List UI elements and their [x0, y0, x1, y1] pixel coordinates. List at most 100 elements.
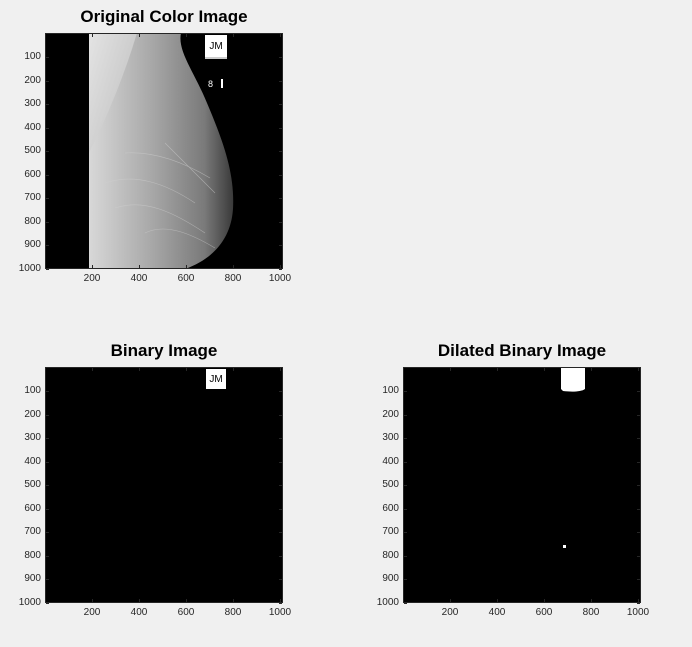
y-tick-label: 300	[24, 432, 41, 443]
y-tick-mark	[279, 391, 282, 392]
y-tick-label: 600	[24, 169, 41, 180]
x-tick-label: 1000	[626, 607, 650, 618]
x-tick-mark	[92, 368, 93, 371]
y-tick-label: 700	[24, 192, 41, 203]
x-tick-label: 400	[130, 273, 148, 284]
y-tick-mark	[637, 391, 640, 392]
y-tick-mark	[46, 485, 49, 486]
y-tick-label: 300	[382, 432, 399, 443]
y-tick-mark	[279, 579, 282, 580]
axes-original-image[interactable]: Original Color Image	[19, 7, 291, 284]
y-tick-mark	[46, 222, 49, 223]
x-tick-mark	[92, 265, 93, 268]
x-tick-label: 600	[177, 273, 195, 284]
x-tick-mark	[497, 368, 498, 371]
y-tick-mark	[279, 485, 282, 486]
y-tick-mark	[46, 128, 49, 129]
y-tick-mark	[404, 415, 407, 416]
y-tick-label: 900	[24, 573, 41, 584]
y-tick-label: 600	[382, 503, 399, 514]
y-tick-mark	[46, 462, 49, 463]
y-tick-label: 400	[24, 122, 41, 133]
y-tick-label: 300	[24, 98, 41, 109]
y-tick-label: 200	[24, 409, 41, 420]
x-tick-mark	[92, 34, 93, 37]
y-tick-mark	[46, 509, 49, 510]
y-tick-mark	[279, 245, 282, 246]
y-tick-mark	[637, 509, 640, 510]
x-tick-label: 800	[224, 607, 242, 618]
y-tick-label: 800	[382, 550, 399, 561]
x-tick-label: 200	[441, 607, 459, 618]
x-tick-mark	[233, 265, 234, 268]
y-tick-label: 1000	[18, 597, 41, 608]
x-tick-mark	[186, 265, 187, 268]
y-tick-mark	[46, 603, 49, 604]
x-tick-mark	[544, 368, 545, 371]
x-tick-mark	[139, 34, 140, 37]
y-tick-mark	[279, 104, 282, 105]
x-tick-label: 600	[535, 607, 553, 618]
x-tick-mark	[92, 599, 93, 602]
x-tick-label: 200	[83, 607, 101, 618]
y-tick-mark	[637, 462, 640, 463]
x-tick-mark	[544, 599, 545, 602]
x-tick-mark	[450, 599, 451, 602]
x-tick-mark	[280, 34, 281, 37]
label-jm-original: JM	[209, 41, 223, 52]
x-tick-mark	[280, 599, 281, 602]
image-binary	[45, 367, 283, 603]
x-tick-mark	[233, 599, 234, 602]
y-tick-mark	[279, 556, 282, 557]
y-tick-mark	[279, 222, 282, 223]
y-tick-label: 900	[382, 573, 399, 584]
y-tick-label: 100	[24, 385, 41, 396]
x-tick-label: 800	[224, 273, 242, 284]
x-tick-label: 1000	[268, 607, 292, 618]
y-tick-mark	[637, 579, 640, 580]
y-tick-mark	[46, 532, 49, 533]
x-tick-mark	[280, 265, 281, 268]
y-tick-label: 800	[24, 216, 41, 227]
y-tick-mark	[279, 603, 282, 604]
y-tick-mark	[279, 462, 282, 463]
y-tick-mark	[46, 556, 49, 557]
x-tick-mark	[280, 368, 281, 371]
x-tick-label: 800	[582, 607, 600, 618]
x-tick-label: 400	[488, 607, 506, 618]
y-tick-mark	[637, 603, 640, 604]
y-tick-label: 100	[382, 385, 399, 396]
y-tick-mark	[46, 198, 49, 199]
y-tick-mark	[279, 438, 282, 439]
x-tick-mark	[139, 368, 140, 371]
y-tick-mark	[404, 579, 407, 580]
image-dilated-binary	[403, 367, 641, 603]
y-tick-mark	[46, 175, 49, 176]
x-tick-label: 600	[177, 607, 195, 618]
y-tick-mark	[46, 391, 49, 392]
y-tick-mark	[279, 81, 282, 82]
marker-text-original: 8	[208, 79, 214, 89]
x-tick-mark	[139, 599, 140, 602]
y-tick-mark	[46, 81, 49, 82]
axes-binary-image[interactable]: Binary Image JM 100 200 300 400 500 600 700 800…	[19, 341, 291, 618]
y-tick-label: 700	[24, 526, 41, 537]
y-tick-mark	[46, 438, 49, 439]
x-tick-mark	[591, 368, 592, 371]
y-tick-mark	[279, 128, 282, 129]
x-tick-mark	[186, 368, 187, 371]
y-tick-label: 500	[24, 479, 41, 490]
y-tick-mark	[279, 269, 282, 270]
y-tick-label: 500	[24, 145, 41, 156]
axes-dilated-image[interactable]: Dilated Binary Image 100 200 300 400 500 600 7…	[377, 341, 649, 618]
y-tick-mark	[404, 438, 407, 439]
y-tick-mark	[46, 57, 49, 58]
y-tick-label: 1000	[18, 263, 41, 274]
x-tick-label: 1000	[268, 273, 292, 284]
y-tick-mark	[279, 415, 282, 416]
x-tick-mark	[233, 368, 234, 371]
y-tick-label: 200	[24, 75, 41, 86]
y-tick-mark	[46, 104, 49, 105]
x-tick-label: 200	[83, 273, 101, 284]
x-tick-mark	[591, 599, 592, 602]
